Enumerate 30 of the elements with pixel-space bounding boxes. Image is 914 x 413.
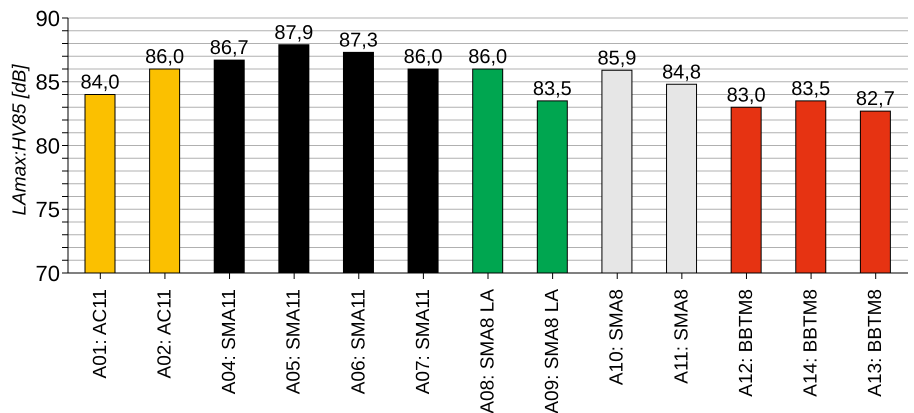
data-label: 87,9 bbox=[274, 22, 314, 44]
data-label: 83,0 bbox=[726, 84, 766, 106]
x-tick-label: A05: SMA11 bbox=[284, 289, 305, 394]
y-tick-label: 70 bbox=[36, 260, 60, 286]
data-label: 83,5 bbox=[791, 78, 830, 100]
data-label: 83,5 bbox=[532, 78, 572, 100]
x-tick-label: A14: BBTM8 bbox=[800, 289, 822, 397]
y-axis-title: LAmax:HV85 [dB] bbox=[10, 64, 31, 216]
x-tick-label: A12: BBTM8 bbox=[736, 289, 757, 397]
x-tick-label: A07: SMA11 bbox=[412, 289, 434, 394]
data-label: 86,7 bbox=[210, 37, 249, 60]
y-tick-label: 90 bbox=[36, 6, 60, 31]
y-tick-label: 75 bbox=[36, 197, 60, 222]
y-tick-label: 85 bbox=[36, 70, 60, 95]
data-label: 86,0 bbox=[468, 46, 508, 68]
x-tick-label: A04: SMA11 bbox=[219, 289, 240, 394]
x-tick-label: A10: SMA8 bbox=[606, 289, 628, 386]
x-tick-label: A11: SMA8 bbox=[671, 289, 692, 384]
x-tick-label: A06: SMA11 bbox=[348, 289, 370, 394]
x-tick-label: A02: AC11 bbox=[154, 289, 176, 378]
data-label: 85,9 bbox=[597, 47, 636, 70]
data-label: 86,0 bbox=[404, 46, 443, 68]
x-tick-label: A13: BBTM8 bbox=[865, 289, 886, 397]
data-label: 82,7 bbox=[856, 88, 895, 110]
data-label: 84,8 bbox=[662, 61, 702, 84]
y-tick-label: 80 bbox=[36, 133, 60, 158]
data-label: 84,0 bbox=[80, 72, 120, 94]
x-tick-label: A01: AC11 bbox=[90, 289, 111, 378]
data-label: 87,3 bbox=[338, 29, 378, 52]
data-label: 86,0 bbox=[145, 46, 184, 68]
